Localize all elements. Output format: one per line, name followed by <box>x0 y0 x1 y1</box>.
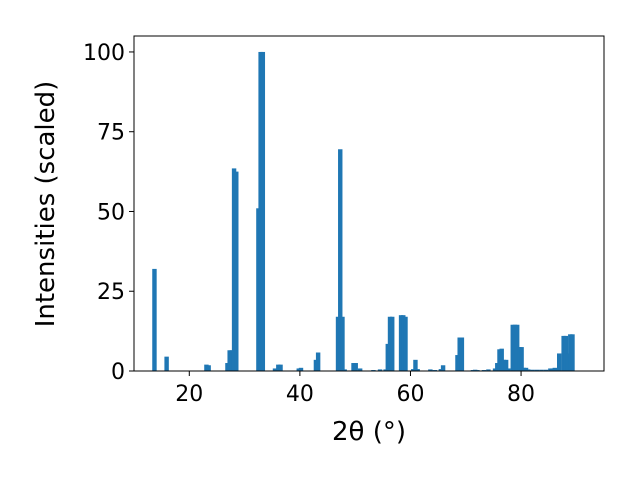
bar <box>206 365 211 371</box>
bar <box>313 359 319 371</box>
bar <box>539 369 544 371</box>
bar <box>413 359 418 371</box>
bar <box>335 316 341 371</box>
bar <box>357 368 363 371</box>
y-tick-label: 0 <box>111 360 125 385</box>
bar <box>512 324 518 371</box>
y-tick-label: 25 <box>97 280 125 305</box>
bar <box>561 335 566 371</box>
bar <box>298 367 304 371</box>
bar <box>501 359 507 371</box>
x-tick-label: 60 <box>396 382 424 407</box>
bar <box>260 51 266 371</box>
bar <box>459 337 465 371</box>
bar <box>415 369 420 371</box>
bar <box>411 369 416 371</box>
bar <box>503 359 509 371</box>
bar <box>514 324 520 371</box>
y-tick-label: 75 <box>97 121 125 146</box>
bar <box>403 316 408 371</box>
plot-frame <box>133 35 605 372</box>
bar <box>377 369 383 371</box>
bar <box>164 356 169 371</box>
bar <box>526 369 531 371</box>
bar <box>552 367 557 371</box>
x-axis-label: 2θ (°) <box>332 417 406 447</box>
bar <box>296 368 301 371</box>
bar <box>550 368 555 371</box>
bar <box>152 268 157 371</box>
bar <box>565 353 571 371</box>
bar <box>519 347 524 371</box>
bars-group <box>152 51 575 371</box>
bar <box>342 369 347 371</box>
bar <box>543 369 549 371</box>
y-axis-ticks: 0 25 50 75 100 <box>83 41 134 385</box>
bar <box>340 316 345 371</box>
x-tick-label: 20 <box>175 382 203 407</box>
bar <box>272 368 278 371</box>
bar <box>570 334 575 371</box>
bar <box>440 365 446 371</box>
y-axis-label: Intensities (scaled) <box>31 81 61 328</box>
bar <box>204 364 209 371</box>
bar <box>390 316 395 371</box>
bar <box>278 364 283 371</box>
bar <box>523 367 529 371</box>
bar <box>486 369 491 371</box>
bar <box>534 369 540 371</box>
bar <box>521 367 527 371</box>
bar <box>315 352 321 371</box>
bar <box>499 348 504 371</box>
x-axis-ticks: 20 40 60 80 <box>175 371 535 407</box>
bar <box>530 369 535 371</box>
x-tick-label: 80 <box>507 382 535 407</box>
bar <box>506 368 511 371</box>
y-tick-label: 100 <box>83 41 125 66</box>
bar <box>428 369 433 371</box>
y-tick-label: 50 <box>97 200 125 225</box>
bar <box>231 168 237 371</box>
bar <box>557 353 562 371</box>
x-tick-label: 40 <box>286 382 314 407</box>
bar <box>338 149 343 371</box>
bar <box>234 171 239 371</box>
bar <box>353 363 358 371</box>
